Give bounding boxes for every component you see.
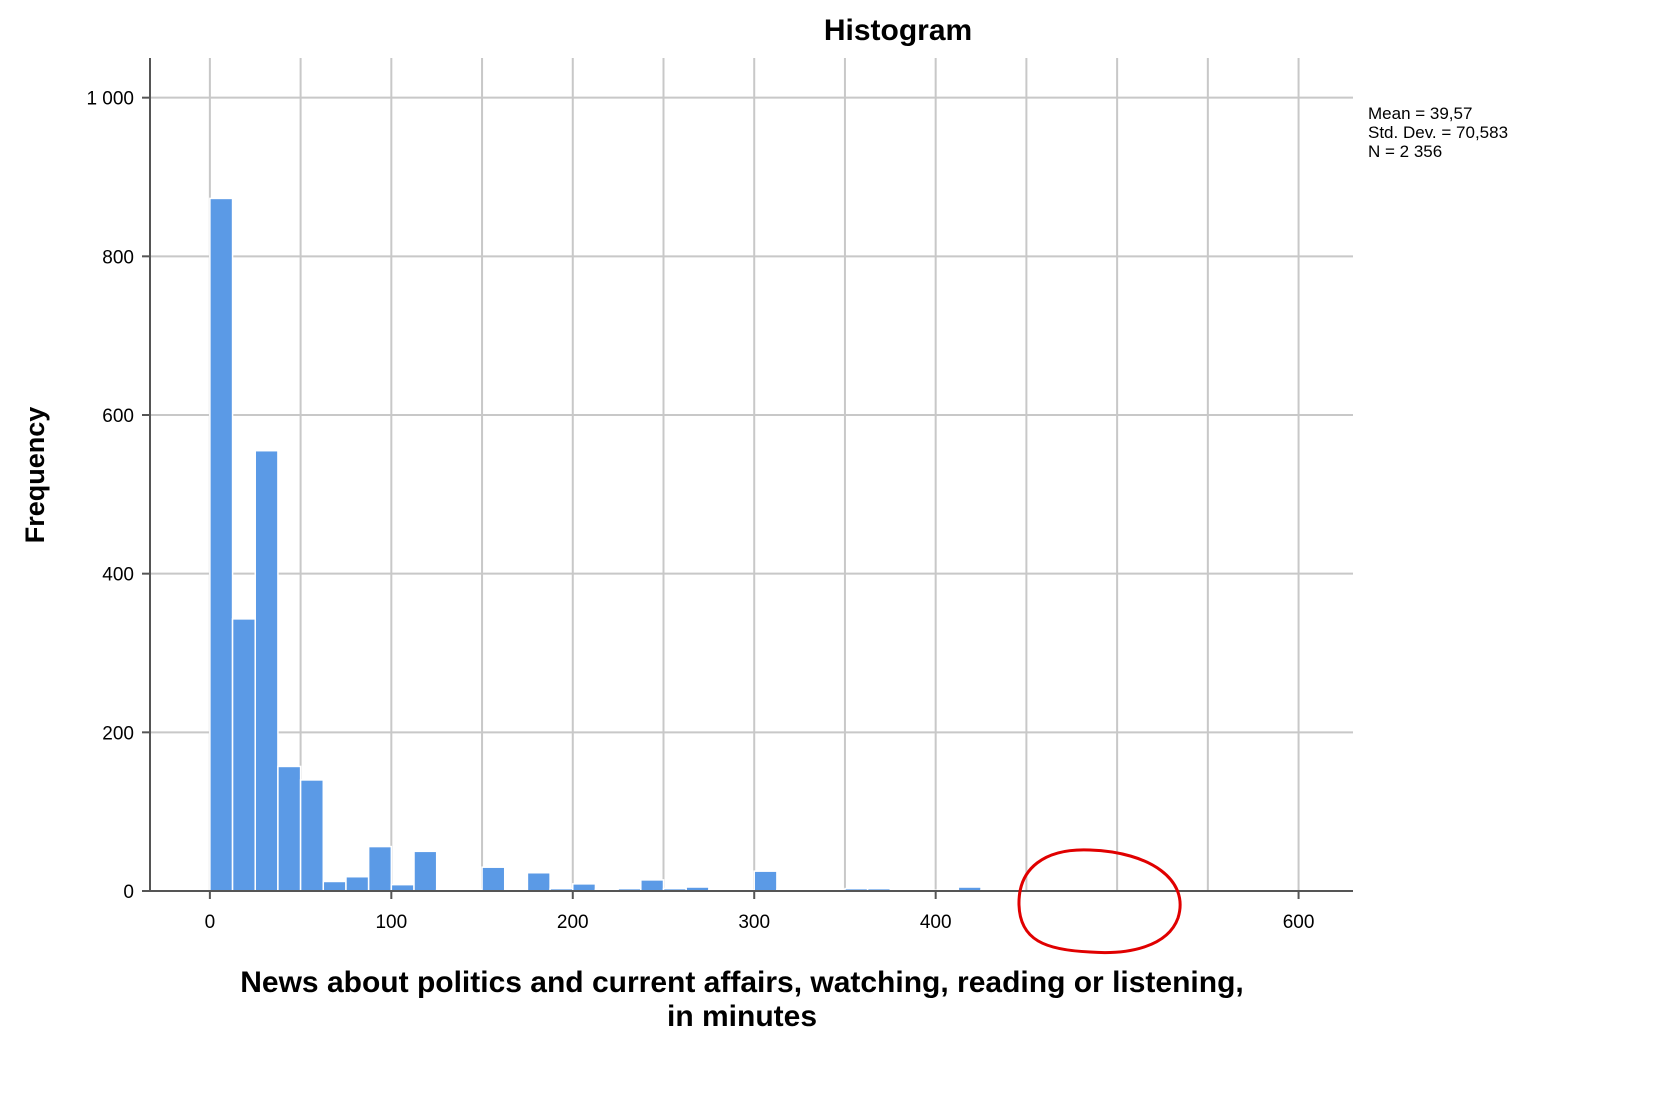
histogram-bar (254, 449, 279, 892)
x-tick-label: 0 (205, 912, 216, 933)
histogram-bar (753, 870, 778, 892)
histogram-bar (345, 875, 370, 892)
x-tick-label: 100 (375, 912, 407, 933)
histogram-bar (640, 879, 665, 892)
y-tick-label: 200 (102, 723, 134, 744)
histogram-bar (209, 197, 234, 892)
stat-mean: Mean = 39,57 (1368, 104, 1473, 123)
histogram-bar (367, 845, 393, 892)
x-tick-label: 600 (1283, 912, 1315, 933)
histogram-bar (231, 618, 256, 892)
histogram-bar (481, 866, 506, 892)
histogram-bar (299, 779, 325, 892)
x-axis-label-line-1: News about politics and current affairs,… (240, 966, 1244, 999)
y-tick-label: 1 000 (86, 89, 134, 110)
x-axis-label-line-2: in minutes (667, 1000, 817, 1033)
histogram-bar (526, 872, 551, 892)
stat-std-dev: Std. Dev. = 70,583 (1368, 123, 1509, 142)
summary-statistics: Mean = 39,57 Std. Dev. = 70,583 N = 2 35… (1368, 104, 1508, 161)
x-tick-label: 200 (557, 912, 589, 933)
y-tick-label: 400 (102, 565, 134, 586)
chart-title: Histogram (824, 14, 972, 47)
stat-n: N = 2 356 (1368, 142, 1443, 161)
annotation-circle (1017, 848, 1182, 955)
x-tick-label: 300 (738, 912, 770, 933)
histogram-bar (322, 880, 347, 892)
histogram-bar (413, 850, 438, 892)
histogram-bar (277, 765, 302, 892)
y-tick-label: 600 (102, 406, 134, 427)
y-tick-label: 0 (123, 882, 134, 903)
y-axis-label: Frequency (20, 407, 50, 544)
histogram-bar (572, 883, 597, 892)
x-tick-label: 400 (920, 912, 952, 933)
y-tick-label: 800 (102, 247, 134, 268)
